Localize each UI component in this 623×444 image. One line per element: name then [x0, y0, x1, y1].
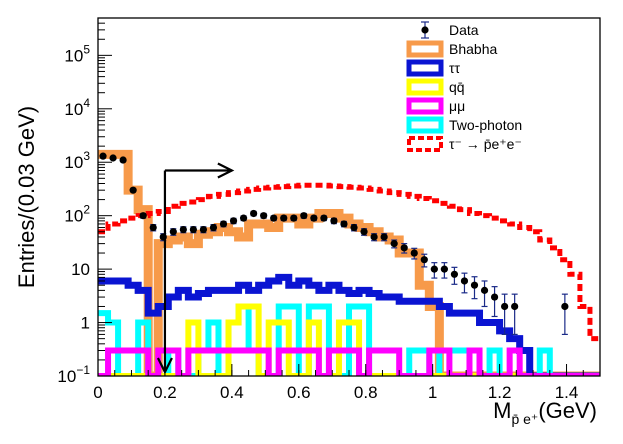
data-point: [139, 212, 147, 220]
y-tick-label: 10−1: [57, 363, 90, 386]
x-tick-label: 0.8: [354, 383, 378, 402]
series-layer: [98, 149, 600, 376]
x-tick-label: 1.4: [555, 383, 579, 402]
data-point: [129, 186, 137, 194]
legend-entry: Bhabha: [406, 40, 497, 58]
x-tick-label: 1.2: [488, 383, 512, 402]
data-point: [380, 233, 388, 242]
series-4-line: [98, 347, 600, 376]
data-point: [149, 223, 157, 232]
data-point: [229, 217, 238, 225]
legend-label: Two-photon: [449, 117, 522, 133]
data-point: [330, 217, 338, 225]
data-point: [320, 214, 328, 222]
data-layer: [99, 152, 569, 336]
y-tick-label: 1: [81, 314, 90, 333]
data-point: [250, 209, 258, 218]
legend-entry: μμ: [406, 97, 465, 115]
legend-entry: Data: [421, 21, 479, 39]
data-point: [501, 293, 509, 336]
data-point: [260, 212, 268, 220]
data-point: [430, 262, 438, 279]
legend: Data Bhabha ττ qq̄ μμ Two-photon τ⁻ → p̄e⁺e⁻: [406, 21, 522, 152]
y-tick-label: 102: [64, 203, 90, 226]
y-tick-label: 104: [64, 96, 90, 119]
data-point: [490, 286, 499, 318]
data-point: [350, 223, 358, 232]
data-point: [440, 262, 448, 279]
data-point: [450, 266, 459, 285]
data-point: [511, 293, 519, 336]
data-point: [189, 225, 197, 234]
x-tick-label: 0.6: [287, 383, 311, 402]
data-point: [410, 247, 418, 260]
data-point: [420, 253, 428, 268]
y-axis-label: Entries/(0.03 GeV): [14, 106, 39, 288]
series-0-line: [98, 149, 600, 376]
x-tick-label: 0: [93, 383, 102, 402]
legend-label: μμ: [449, 98, 465, 114]
y-tick-label: 105: [64, 42, 90, 65]
data-point: [209, 223, 218, 232]
series-1-line: [98, 273, 600, 376]
data-point: [360, 228, 368, 236]
data-point: [199, 225, 208, 234]
data-point: [280, 214, 288, 222]
series-5-line: [98, 182, 600, 342]
data-point: [390, 239, 398, 249]
data-point: [370, 233, 378, 242]
data-point: [460, 272, 469, 294]
data-point: [109, 154, 117, 162]
data-point: [270, 214, 278, 222]
legend-label: Data: [449, 22, 479, 38]
data-point: [561, 293, 569, 336]
data-point: [239, 214, 248, 222]
x-tick-label: 0.2: [153, 383, 177, 402]
axis-layer: 0 0.2 0.4 0.6 0.8 1 1.2 1.4 10−1 1 10 102 103 104 105: [57, 17, 601, 402]
x-tick-label: 0.4: [220, 383, 244, 402]
data-point: [290, 214, 298, 222]
data-point: [400, 243, 408, 254]
y-tick-label: 103: [64, 149, 90, 172]
legend-entry: qq̄: [406, 78, 465, 96]
legend-label: qq̄: [449, 79, 465, 95]
data-point: [310, 214, 318, 222]
data-point: [470, 276, 479, 300]
legend-label: τ⁻ → p̄e⁺e⁻: [449, 136, 522, 152]
x-tick-label: 1: [428, 383, 437, 402]
data-point: [480, 280, 489, 308]
data-point: [179, 225, 187, 234]
y-tick-label: 10: [71, 260, 90, 279]
data-point: [340, 220, 348, 228]
data-point: [99, 152, 107, 160]
legend-entry: ττ: [406, 59, 461, 77]
legend-entry: τ⁻ → p̄e⁺e⁻: [407, 136, 522, 152]
x-axis-label: Mp̄ e⁺(GeV): [493, 398, 597, 427]
legend-entry: Two-photon: [406, 116, 522, 134]
legend-label: ττ: [449, 60, 461, 76]
data-point: [119, 156, 127, 164]
data-point: [300, 212, 308, 220]
data-point: [169, 228, 177, 236]
data-point: [219, 220, 228, 228]
legend-label: Bhabha: [449, 41, 497, 57]
